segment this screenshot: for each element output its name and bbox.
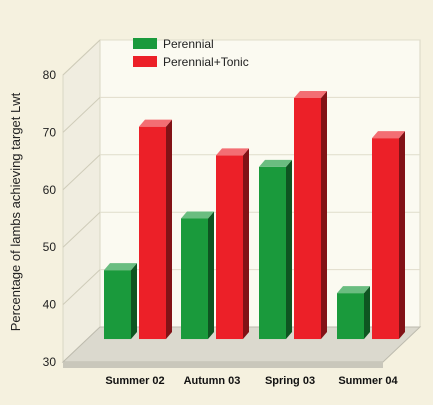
bar-perennial-summer-02 <box>104 263 137 340</box>
bar-perennial-spring-03 <box>259 159 292 340</box>
category-label: Summer 04 <box>338 375 398 387</box>
bar-perennial-summer-04 <box>337 286 370 340</box>
bar-perennial-tonic-spring-03 <box>294 90 327 340</box>
y-tick-label: 30 <box>43 355 57 369</box>
bar-perennial-tonic-autumn-03 <box>216 148 249 340</box>
gridline-diagonal <box>62 154 101 191</box>
bar-perennial-tonic-summer-04 <box>372 131 405 340</box>
bar-perennial-autumn-03 <box>181 211 214 340</box>
category-label: Summer 02 <box>105 375 164 387</box>
y-tick-label: 70 <box>43 125 57 139</box>
legend: Perennial Perennial+Tonic <box>133 37 249 69</box>
category-label: Autumn 03 <box>184 375 241 387</box>
bars <box>104 90 405 340</box>
legend-label: Perennial+Tonic <box>163 55 249 69</box>
y-tick-label: 40 <box>43 298 57 312</box>
gridline-diagonal <box>62 211 101 248</box>
floor-edge <box>63 362 383 368</box>
legend-swatch <box>133 38 157 49</box>
left-wall <box>62 38 101 364</box>
y-tick-label: 80 <box>43 68 57 82</box>
category-label: Spring 03 <box>265 375 315 387</box>
y-axis-ticks: 30 40 50 60 70 80 <box>43 68 57 369</box>
legend-label: Perennial <box>163 37 214 51</box>
bar-perennial-tonic-summer-02 <box>139 119 172 340</box>
y-tick-label: 50 <box>43 240 57 254</box>
legend-swatch <box>133 56 157 67</box>
gridline-diagonal <box>62 97 101 133</box>
y-tick-label: 60 <box>43 183 57 197</box>
gridline-diagonal <box>62 39 101 76</box>
y-axis-label: Percentage of lambs achieving target Lwt <box>8 92 23 331</box>
category-labels: Summer 02 Autumn 03 Spring 03 Summer 04 <box>105 375 398 387</box>
gridline-diagonal <box>62 269 101 305</box>
